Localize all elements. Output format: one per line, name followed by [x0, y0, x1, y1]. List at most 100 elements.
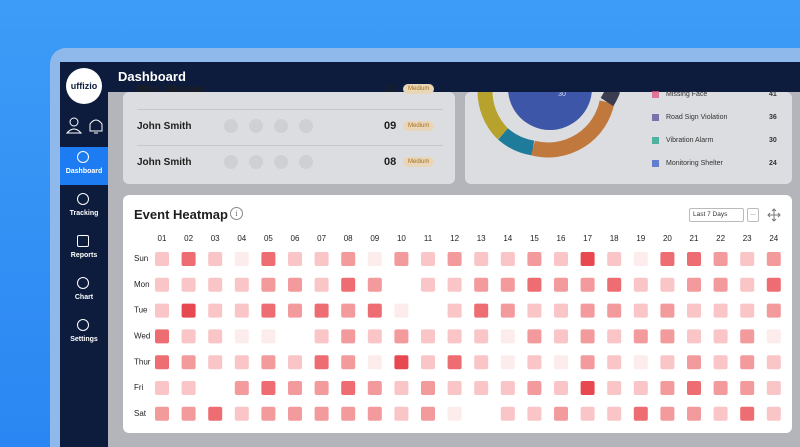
heatmap-cell [580, 277, 595, 292]
user-icon[interactable] [69, 117, 79, 127]
heatmap-cell [447, 303, 462, 318]
heatmap-cell [367, 303, 382, 318]
heatmap-title: Event Heatmap [134, 207, 228, 222]
heatmap-cell [633, 381, 648, 395]
heatmap-cell [766, 277, 781, 292]
heatmap-cell [314, 406, 329, 421]
heatmap-cell [660, 381, 675, 395]
heatmap-cell [181, 381, 196, 395]
heatmap-cell [500, 303, 515, 318]
heatmap-cell [367, 406, 382, 421]
heatmap-cell [554, 406, 568, 421]
heatmap-cell [341, 381, 356, 395]
nav-icon[interactable] [77, 277, 89, 289]
nav-icon[interactable] [77, 151, 89, 163]
heatmap-cell [660, 406, 675, 421]
heatmap-cell [740, 329, 755, 344]
nav-label[interactable]: Chart [74, 294, 94, 301]
column-label: 13 [477, 234, 486, 243]
column-label: 23 [743, 234, 752, 243]
heatmap-cell [208, 329, 223, 344]
info-icon[interactable]: i [230, 207, 243, 220]
event-icon [274, 119, 288, 133]
heatmap-cell [208, 277, 223, 292]
expand-icon[interactable] [767, 208, 781, 222]
heatmap-cell [474, 355, 489, 370]
row-label: Fri [134, 383, 144, 392]
row-label: Sat [134, 409, 147, 418]
heatmap-cell [234, 329, 249, 344]
column-label: 01 [158, 234, 167, 243]
heatmap-cell [633, 277, 648, 292]
column-label: 10 [397, 234, 406, 243]
heatmap-cell [474, 303, 489, 318]
nav-label[interactable]: Reports [70, 252, 98, 259]
event-count: 08 [384, 156, 397, 168]
nav-label[interactable]: Dashboard [65, 168, 103, 175]
expand-arrows[interactable] [767, 208, 781, 222]
heatmap-cell [740, 252, 755, 266]
row-label: Thur [134, 357, 151, 366]
heatmap-cell [367, 329, 382, 344]
heatmap-cell [234, 406, 249, 421]
heatmap-cell [234, 355, 249, 370]
heatmap-cell [554, 355, 568, 370]
heatmap-cell [580, 406, 595, 421]
heatmap-cell [580, 329, 595, 344]
heatmap-cell [447, 406, 462, 421]
heatmap-cell [394, 252, 409, 266]
heatmap-cell [766, 406, 781, 421]
heatmap-cell [527, 381, 542, 395]
heatmap-cell [181, 406, 196, 421]
top-icons [66, 117, 103, 134]
more-button[interactable]: ... [747, 208, 759, 222]
heatmap-cell [660, 277, 675, 292]
nav-icon[interactable] [77, 319, 89, 331]
legend-swatch [652, 91, 659, 98]
heatmap-cell [394, 381, 409, 395]
driver-name: John Smith [137, 121, 192, 132]
column-label: 18 [610, 234, 619, 243]
event-icon [224, 119, 238, 133]
heatmap-cell [341, 252, 356, 266]
bell-icon[interactable] [89, 119, 103, 134]
heatmap-cell [687, 277, 701, 292]
range-select[interactable]: Last 7 Days [689, 208, 744, 222]
header: Dashboard [108, 62, 800, 92]
heatmap-cell [633, 329, 648, 344]
heatmap-cell [580, 252, 595, 266]
legend-value: 36 [769, 114, 777, 121]
heatmap-cell [713, 406, 728, 421]
nav-icon[interactable] [77, 193, 89, 205]
severity-pill: Medium [403, 84, 435, 94]
heatmap-cell [607, 355, 622, 370]
nav-label[interactable]: Settings [70, 336, 98, 343]
heatmap-cell [155, 277, 169, 292]
legend-value: 41 [769, 91, 777, 98]
column-label: 24 [769, 234, 778, 243]
heatmap-cell [740, 381, 755, 395]
heatmap-cell [314, 355, 329, 370]
heatmap-cell [421, 406, 435, 421]
heatmap-cell [314, 277, 329, 292]
column-label: 21 [690, 234, 699, 243]
nav-icon[interactable] [77, 235, 89, 247]
heatmap-cell [341, 329, 356, 344]
heatmap-cell [474, 381, 489, 395]
heatmap: 01 02 03 04 05 06 07 08 09 10 11 12 13 14 15 16 17 18 19 20… [134, 234, 781, 421]
heatmap-cell [394, 303, 409, 318]
heatmap-cell [554, 303, 568, 318]
heatmap-cell [367, 355, 382, 370]
user-icon[interactable] [66, 128, 83, 134]
row-label: Mon [134, 280, 150, 289]
nav-label[interactable]: Tracking [69, 210, 99, 217]
driver-name: Mike Johnson [137, 84, 204, 95]
heatmap-cell [687, 303, 701, 318]
heatmap-cell [527, 355, 542, 370]
heatmap-cell [740, 406, 755, 421]
heatmap-cell [367, 381, 382, 395]
heatmap-cell [367, 252, 382, 266]
heatmap-cell [660, 355, 675, 370]
heatmap-cell [713, 381, 728, 395]
